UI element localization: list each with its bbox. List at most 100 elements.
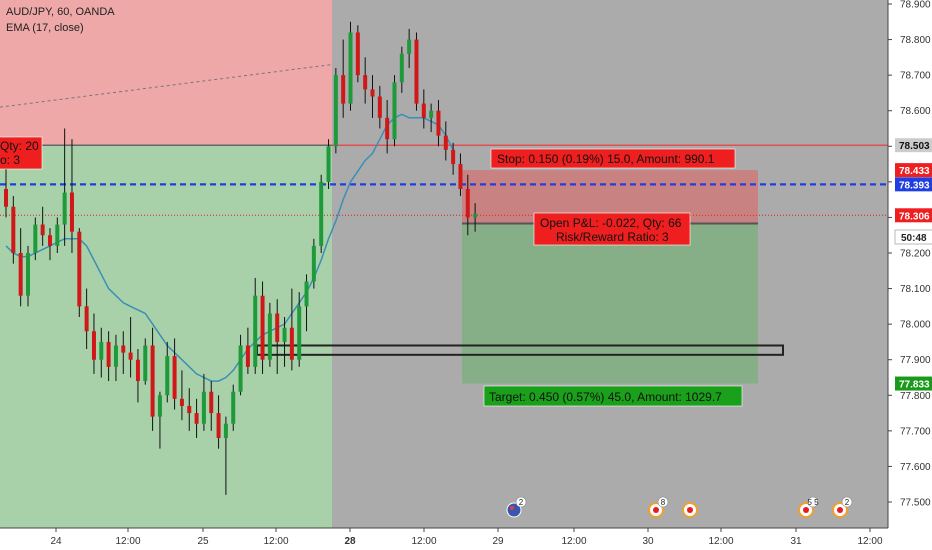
candle-body	[69, 192, 74, 232]
candle-body	[267, 313, 272, 360]
price-tick-label: 78.800	[900, 35, 931, 46]
price-tick-label: 77.500	[900, 498, 931, 509]
left-position-box	[0, 136, 43, 170]
time-tick-label: 12:00	[857, 536, 882, 547]
price-tag-label: 78.433	[899, 166, 930, 177]
trend-line[interactable]	[0, 63, 333, 108]
candle-body	[128, 352, 133, 360]
event-flag-icon[interactable]	[506, 502, 522, 518]
chart-legend: AUD/JPY, 60, OANDA EMA (17, close)	[6, 4, 115, 36]
time-tick-label: 12:00	[115, 536, 140, 547]
candle-body	[473, 213, 478, 218]
candle-body	[451, 149, 456, 165]
candle-body	[113, 345, 118, 367]
candle-body	[179, 398, 184, 406]
price-tick-label: 78.100	[900, 284, 931, 295]
price-tag	[895, 163, 932, 178]
candle-body	[157, 395, 162, 417]
candle-body	[172, 356, 177, 399]
price-tag	[895, 208, 932, 223]
price-tick-label: 78.900	[900, 0, 931, 11]
candle-body	[84, 306, 89, 332]
price-tag	[895, 138, 932, 153]
symbol-label[interactable]: AUD/JPY, 60, OANDA	[6, 6, 115, 18]
candle-body	[77, 231, 82, 307]
candle-body	[465, 188, 470, 218]
candle-body	[377, 96, 382, 118]
candle-body	[363, 75, 368, 90]
price-tick-label: 78.000	[900, 320, 931, 331]
candle-body	[25, 253, 30, 296]
countdown-label: 50:48	[901, 233, 927, 244]
event-badge	[515, 496, 527, 508]
candle-body	[91, 331, 96, 360]
candle-body	[135, 359, 140, 382]
candle-body	[106, 341, 111, 367]
candle-body	[4, 188, 8, 207]
candle-body	[348, 32, 353, 104]
stop-label-box	[490, 148, 736, 169]
event-badge	[807, 496, 819, 508]
price-tick-label: 78.200	[900, 249, 931, 260]
event-target-center	[653, 507, 659, 513]
right-target-zone	[462, 223, 758, 384]
candle-body	[62, 192, 67, 225]
target-label: Target: 0.450 (0.57%) 45.0, Amount: 1029…	[489, 390, 722, 404]
open-pnl-box	[533, 212, 691, 246]
candle-body	[216, 413, 221, 438]
left-target-zone	[0, 145, 332, 528]
time-tick-label: 12:00	[561, 536, 586, 547]
event-badge-label: 2	[519, 498, 524, 507]
candle-body	[187, 405, 192, 414]
price-tag	[895, 177, 932, 192]
event-badge	[657, 496, 669, 508]
left-ratio-label: o: 3	[0, 153, 20, 167]
candle-body	[319, 181, 324, 246]
indicator-label[interactable]: EMA (17, close)	[6, 22, 84, 34]
candle-body	[238, 345, 243, 392]
candle-body	[47, 235, 52, 246]
candle-body	[385, 117, 390, 140]
price-tag-label: 78.306	[899, 211, 930, 222]
time-tick-label: 30	[642, 536, 654, 547]
event-flag-dot	[510, 506, 514, 510]
candle-body	[282, 327, 287, 342]
candle-body	[407, 39, 412, 54]
candle-body	[253, 295, 258, 367]
candle-body	[370, 89, 375, 97]
time-tick-label: 12:00	[263, 536, 288, 547]
time-axis[interactable]	[0, 528, 888, 550]
price-tag	[895, 376, 932, 391]
candle-body	[429, 110, 434, 118]
event-badge-label: 8	[661, 498, 666, 507]
candle-body	[260, 295, 265, 360]
event-badge-label: 2	[845, 498, 850, 507]
time-tick-label: 28	[344, 536, 356, 547]
candle-body	[355, 32, 360, 76]
candle-body	[399, 53, 404, 83]
candle-body	[165, 356, 170, 396]
event-target-center	[837, 507, 843, 513]
risk-reward-label: Risk/Reward Ratio: 3	[556, 230, 669, 244]
event-badge	[841, 496, 853, 508]
price-tick-label: 78.600	[900, 106, 931, 117]
candle-body	[311, 245, 316, 282]
candle-body	[121, 345, 126, 353]
price-tick-label: 77.900	[900, 355, 931, 366]
time-tick-label: 12:00	[411, 536, 436, 547]
price-axis[interactable]	[888, 0, 932, 550]
candle-body	[223, 423, 228, 438]
candle-body	[289, 327, 294, 360]
time-tick-label: 12:00	[708, 536, 733, 547]
candle-body	[55, 224, 60, 246]
candle-body	[18, 253, 23, 296]
price-tick-label: 78.700	[900, 71, 931, 82]
target-label-box	[483, 385, 743, 407]
candle-body	[201, 391, 206, 424]
candle-body	[341, 75, 346, 104]
left-qty-label: Qty: 20	[0, 139, 39, 153]
candle-body	[194, 413, 199, 424]
time-tick-label: 31	[790, 536, 802, 547]
